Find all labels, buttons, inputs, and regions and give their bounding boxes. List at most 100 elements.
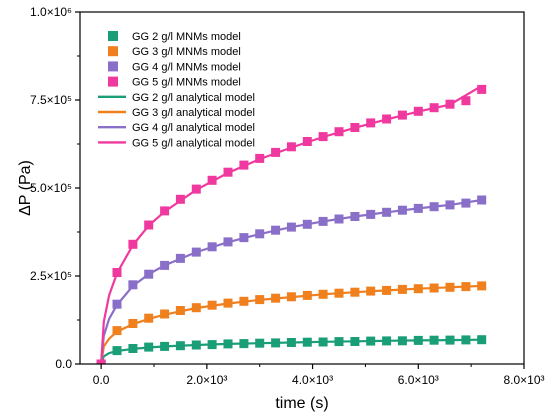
data-point <box>477 281 487 291</box>
data-point <box>461 282 471 292</box>
data-point <box>397 205 407 215</box>
x-tick-label: 6.0×10³ <box>398 373 439 387</box>
legend-entry-label: GG 2 g/l analytical model <box>132 92 255 104</box>
legend-marker <box>108 31 118 41</box>
data-point <box>366 118 376 128</box>
data-point <box>334 214 344 224</box>
data-point <box>445 335 455 345</box>
data-point <box>271 293 281 303</box>
data-point <box>477 84 487 94</box>
data-point <box>286 292 296 302</box>
data-point <box>477 335 487 345</box>
legend-entry-label: GG 5 g/l MNMs model <box>132 77 241 89</box>
data-point <box>461 335 471 345</box>
data-point <box>255 295 265 305</box>
data-point <box>175 253 185 263</box>
data-point <box>160 341 170 351</box>
x-axis-label: time (s) <box>275 395 328 412</box>
x-tick-label: 4.0×10³ <box>292 373 333 387</box>
data-point <box>302 337 312 347</box>
data-point <box>239 233 249 243</box>
data-point <box>445 99 455 109</box>
data-point <box>429 335 439 345</box>
data-point <box>318 132 328 142</box>
data-point <box>334 127 344 137</box>
data-point <box>334 337 344 347</box>
data-point <box>382 285 392 295</box>
data-point <box>144 313 154 323</box>
data-point <box>255 153 265 163</box>
data-point <box>112 326 122 336</box>
legend-entry-label: GG 2 g/l MNMs model <box>132 31 241 43</box>
data-point <box>302 137 312 146</box>
y-tick-label: 7.5×10⁵ <box>30 93 72 107</box>
data-point <box>175 194 185 204</box>
data-point <box>397 284 407 294</box>
data-point <box>96 359 106 364</box>
data-point <box>461 96 471 106</box>
data-point <box>350 337 360 346</box>
data-point <box>207 340 217 350</box>
y-axis-label: ΔP (Pa) <box>17 160 34 216</box>
legend: GG 2 g/l MNMs model GG 3 g/l MNMs model GG… <box>98 31 255 149</box>
data-point <box>160 206 170 216</box>
data-point <box>366 286 376 296</box>
x-tick-label: 8.0×10³ <box>503 373 544 387</box>
data-point <box>413 284 423 294</box>
data-point <box>429 103 439 113</box>
y-tick-label: 0.0 <box>55 357 72 371</box>
data-point <box>302 290 312 300</box>
y-tick-label: 2.5×10⁵ <box>30 269 72 283</box>
data-point <box>413 203 423 213</box>
legend-entry-label: GG 3 g/l MNMs model <box>132 46 241 58</box>
data-point <box>350 123 360 132</box>
data-point <box>223 237 233 247</box>
legend-marker <box>108 76 118 87</box>
data-point <box>429 283 439 293</box>
data-point <box>175 306 185 315</box>
data-point <box>239 339 249 349</box>
data-point <box>191 247 201 257</box>
legend-marker <box>108 61 118 72</box>
data-point <box>350 287 360 297</box>
data-point <box>191 340 201 350</box>
data-point <box>382 207 392 217</box>
data-point <box>207 300 217 310</box>
data-point <box>128 319 138 328</box>
data-point <box>334 288 344 298</box>
data-point <box>318 216 328 226</box>
data-point <box>112 346 122 356</box>
data-point <box>207 175 217 185</box>
data-point <box>207 242 217 252</box>
data-point <box>239 160 249 170</box>
data-point <box>255 229 265 239</box>
data-point <box>366 209 376 219</box>
data-point <box>445 200 455 210</box>
data-point <box>271 338 281 348</box>
data-point <box>286 338 296 347</box>
data-point <box>144 269 154 279</box>
data-point <box>271 225 281 235</box>
data-point <box>413 335 423 345</box>
data-point <box>112 268 122 277</box>
data-point <box>382 114 392 124</box>
x-tick-label: 0.0 <box>93 373 110 387</box>
plot-area <box>96 84 487 364</box>
data-point <box>382 336 392 346</box>
x-tick-label: 2.0×10³ <box>186 373 227 387</box>
data-point <box>445 282 455 292</box>
data-point <box>271 147 281 157</box>
data-point <box>239 296 249 306</box>
data-point <box>223 167 233 177</box>
data-point <box>255 338 265 348</box>
legend-entry-label: GG 5 g/l analytical model <box>132 137 255 149</box>
data-point <box>112 299 122 309</box>
data-point <box>191 303 201 313</box>
data-point <box>350 212 360 221</box>
data-point <box>318 337 328 347</box>
data-point <box>286 142 296 152</box>
legend-entry-label: GG 4 g/l analytical model <box>132 122 255 134</box>
data-point <box>175 341 185 351</box>
y-tick-label: 1.0×10⁶ <box>30 5 72 19</box>
data-point <box>318 289 328 299</box>
